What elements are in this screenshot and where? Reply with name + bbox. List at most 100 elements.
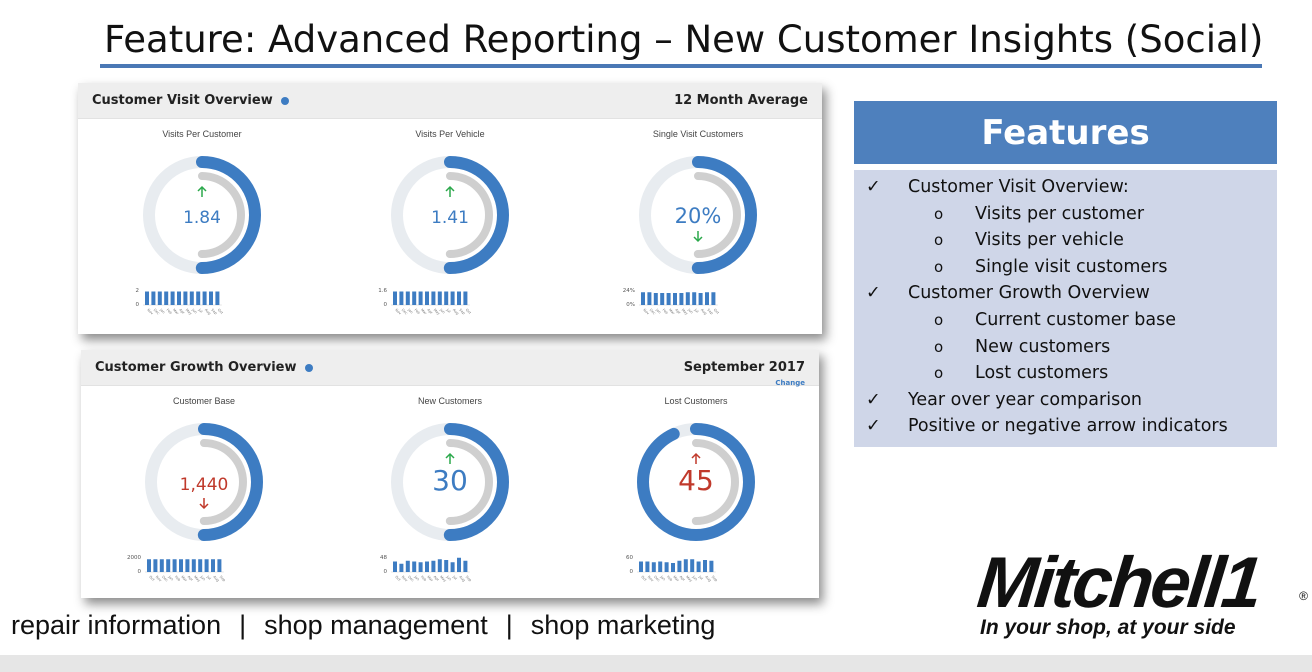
- mini-chart-ymax: 60: [626, 555, 633, 561]
- mini-chart-ymin: 0%: [626, 302, 635, 308]
- gauge-row: Visits Per Customer 1.84 2 0 Nov Dec Jan Feb Mar…: [78, 119, 822, 323]
- bullet-icon: o: [934, 337, 944, 356]
- panel-title: Customer Visit Overview: [92, 93, 273, 108]
- mini-chart-month-label: Oct: [394, 575, 402, 583]
- mini-chart-bar: [457, 291, 461, 305]
- mini-chart-month-label: Jun: [691, 574, 698, 581]
- mini-chart-bar: [653, 293, 658, 305]
- gauge-widget: Lost Customers 45 60 0 Oct Nov Dec Jan Feb Mar Apr…: [596, 396, 796, 590]
- mini-chart-month-label: Jan: [158, 307, 165, 314]
- change-link[interactable]: Change: [775, 379, 805, 387]
- mini-chart-bar: [405, 291, 410, 305]
- mini-chart-month-label: Aug: [452, 308, 460, 316]
- mini-chart-bar: [696, 561, 701, 572]
- mini-chart-bar: [711, 292, 716, 305]
- mini-chart-month-label: Sep: [219, 575, 227, 583]
- gauge-label: Single Visit Customers: [652, 129, 744, 139]
- gauge-inner-arc: [653, 439, 739, 525]
- title-underline: [100, 64, 1262, 68]
- tagline-marketing: shop marketing: [530, 610, 716, 640]
- mini-chart-month-label: Nov: [401, 575, 409, 583]
- tagline: repair information | shop management | shop …: [11, 610, 715, 641]
- mini-chart-month-label: May: [685, 575, 693, 583]
- mini-chart-month-label: Jul: [205, 574, 212, 581]
- mini-chart-bar: [444, 560, 449, 572]
- bullet-icon: o: [934, 364, 944, 383]
- mini-chart-month-label: May: [193, 575, 201, 583]
- tagline-separator: |: [505, 610, 513, 640]
- gauge-value: 1.41: [431, 208, 469, 228]
- mini-chart-month-label: Nov: [155, 575, 163, 583]
- mini-chart-bar: [639, 561, 643, 572]
- mini-chart-bar: [412, 291, 417, 305]
- mini-chart-month-label: Dec: [161, 575, 169, 583]
- mini-chart-month-label: Jun: [190, 307, 197, 314]
- mini-chart-bar: [698, 293, 703, 305]
- mini-chart-bar: [151, 291, 156, 305]
- mini-chart-bar: [204, 559, 209, 572]
- gauge-label: New Customers: [417, 396, 482, 406]
- gauge-arc: [143, 156, 261, 274]
- mini-chart-bar: [217, 559, 222, 572]
- arrow-down-icon: [693, 231, 703, 243]
- mini-chart-bar: [198, 559, 203, 572]
- mini-chart-month-label: Dec: [653, 575, 661, 583]
- mini-chart-month-label: Nov: [146, 308, 154, 316]
- panel-period: 12 Month Average: [674, 93, 808, 108]
- mini-chart-month-label: Jul: [697, 574, 704, 581]
- panel-period: September 2017: [683, 360, 805, 375]
- tagline-repair: repair information: [11, 610, 222, 640]
- mini-chart-month-label: Oct: [217, 308, 225, 316]
- gauge-label: Lost Customers: [664, 396, 728, 406]
- mini-chart-bar: [709, 560, 714, 572]
- mini-chart-bar: [196, 291, 201, 305]
- mini-chart-month-label: Apr: [187, 575, 195, 583]
- gauge-arc: [391, 156, 509, 274]
- arrow-up-icon: [197, 185, 207, 197]
- mini-chart-bar: [683, 559, 688, 572]
- gauge-inner-arc: [407, 172, 493, 258]
- mini-chart-bar: [450, 291, 455, 305]
- mini-chart-month-label: Apr: [426, 308, 434, 316]
- mini-chart-bar: [425, 561, 429, 572]
- mini-chart-month-label: Mar: [180, 575, 188, 583]
- mini-chart-month-label: Jun: [438, 307, 445, 314]
- mini-chart-bar: [412, 561, 417, 572]
- check-icon: ✓: [866, 389, 881, 410]
- mini-chart-bar: [153, 559, 158, 572]
- mini-chart-bar: [690, 559, 695, 572]
- mini-chart-month-label: Jul: [693, 307, 700, 314]
- mini-chart-month-label: May: [439, 575, 447, 583]
- mini-chart-bar: [164, 291, 169, 305]
- info-icon[interactable]: [280, 96, 289, 105]
- mini-chart-ymin: 0: [136, 302, 140, 308]
- info-icon[interactable]: [304, 363, 313, 372]
- feature-text: Customer Visit Overview:: [908, 177, 1129, 197]
- mini-chart-bar: [418, 562, 423, 572]
- mini-chart-month-label: Feb: [420, 575, 428, 583]
- mini-chart-month-label: Aug: [204, 308, 212, 316]
- feature-text: Lost customers: [975, 363, 1109, 384]
- check-icon: ✓: [866, 283, 881, 304]
- mini-chart-bar: [425, 291, 429, 305]
- mini-chart-bar: [157, 291, 162, 305]
- mini-chart-bar: [651, 562, 656, 572]
- mini-chart-month-label: Jan: [406, 307, 413, 314]
- mini-chart-month-label: Jun: [199, 574, 206, 581]
- mini-chart-ymin: 0: [630, 569, 634, 575]
- gauge-inner-arc: [161, 439, 247, 525]
- mini-chart-bar: [179, 559, 183, 572]
- bullet-icon: o: [934, 257, 944, 276]
- mini-chart-bar: [215, 291, 220, 305]
- mini-chart-bar: [399, 291, 404, 305]
- mini-chart-month-label: Mar: [426, 575, 434, 583]
- mini-chart-bar: [399, 563, 404, 572]
- mini-chart-month-label: Oct: [465, 308, 473, 316]
- mini-chart-month-label: Feb: [413, 308, 421, 316]
- customer-growth-overview-panel: Customer Growth Overview September 2017 …: [81, 350, 819, 598]
- mini-chart-month-label: Dec: [649, 308, 657, 316]
- gauge-arc: [639, 156, 757, 274]
- mini-chart-month-label: Feb: [661, 308, 669, 316]
